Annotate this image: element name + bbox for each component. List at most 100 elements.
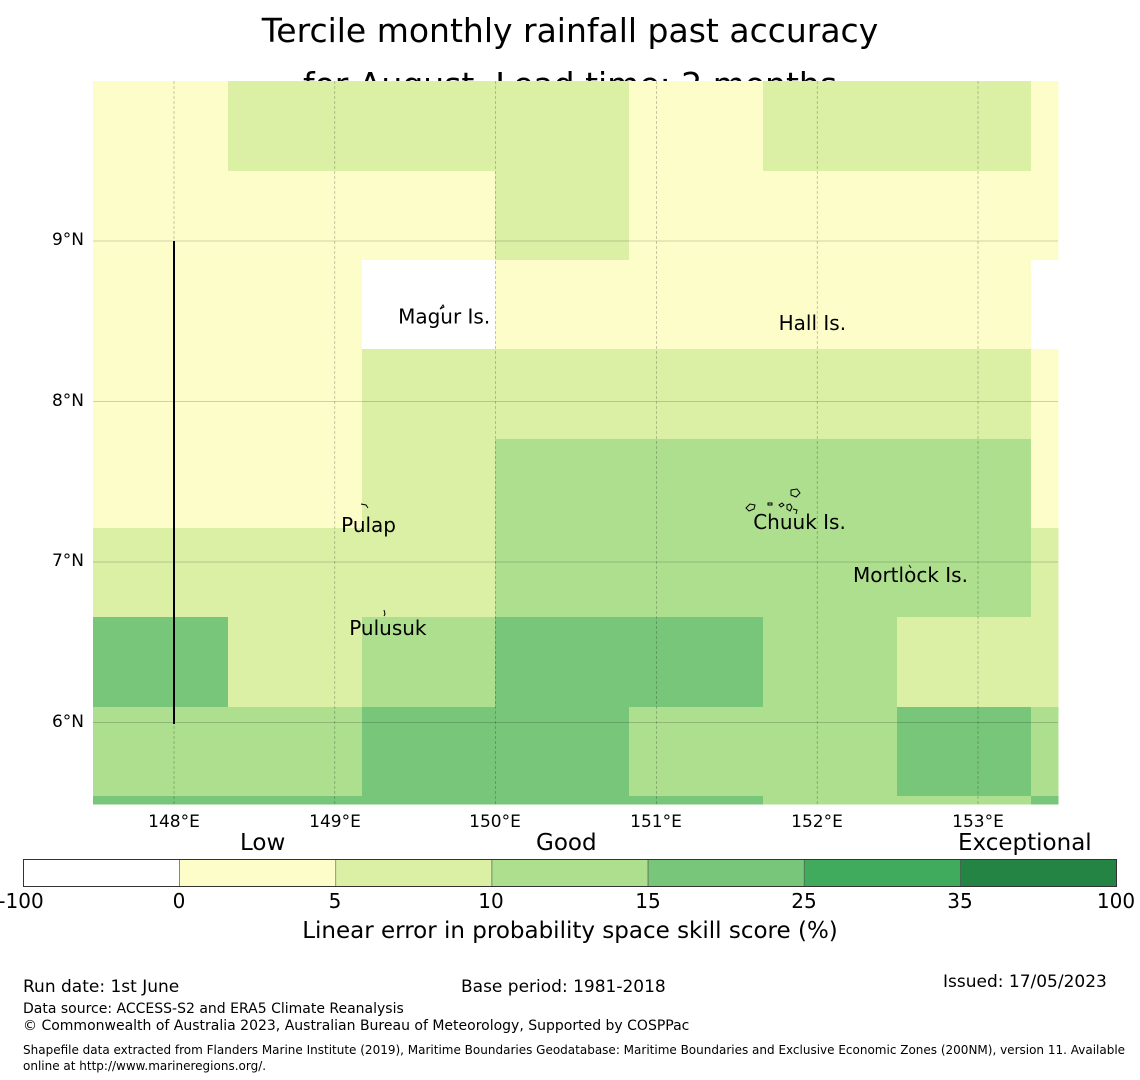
skill-cell: [362, 617, 496, 708]
skill-cell: [93, 171, 229, 261]
place-label: Pulap: [341, 513, 396, 537]
lon-label-151e: 151°E: [630, 812, 682, 832]
colorbar-swatches: [23, 859, 1117, 887]
skill-cell: [93, 707, 229, 797]
island-outline: [778, 502, 785, 508]
graticule: [93, 81, 1058, 804]
colorbar-frame: [23, 859, 1117, 887]
colorbar-tick-25: 25: [791, 889, 817, 913]
colorbar-tick-minus100: -100: [0, 889, 44, 913]
skill-cell: [763, 796, 898, 805]
skill-cell: [495, 707, 630, 797]
run-date: Run date: 1st June: [23, 977, 180, 997]
skill-cell: [629, 439, 764, 529]
skill-cell: [362, 796, 496, 805]
skill-cell: [228, 439, 363, 529]
skill-cell: [629, 260, 764, 350]
skill-cell: [495, 81, 630, 172]
place-label: Hall Is.: [779, 311, 846, 335]
lon-label-149e: 149°E: [309, 812, 361, 832]
skill-cell: [362, 81, 496, 172]
island-outline: [745, 503, 756, 512]
skill-cell: [228, 349, 363, 440]
lat-label-8n: 8°N: [51, 391, 84, 411]
skill-cell: [763, 439, 898, 529]
skill-cell: [93, 439, 229, 529]
lat-label-6n: 6°N: [51, 712, 84, 732]
skill-cell: [1031, 796, 1059, 805]
colorbar: [23, 859, 1117, 887]
skill-cell: [362, 260, 496, 350]
skill-cell: [495, 796, 630, 805]
skill-cell: [362, 707, 496, 797]
skill-cell: [763, 707, 898, 797]
skill-cell: [763, 171, 898, 261]
skill-cell: [897, 439, 1032, 529]
skill-cell: [763, 260, 898, 350]
colorbar-swatch: [335, 859, 493, 887]
island-outline: [383, 609, 386, 617]
skill-cell: [1031, 349, 1059, 440]
island-outline: [439, 304, 445, 310]
skill-cell: [495, 528, 630, 618]
colorbar-swatch: [491, 859, 649, 887]
skill-cell: [362, 439, 496, 529]
place-label: Pulusuk: [349, 616, 427, 640]
colorbar-swatch: [960, 859, 1117, 887]
lon-label-152e: 152°E: [791, 812, 843, 832]
skill-cell: [897, 81, 1032, 172]
place-labels: Magur Is. Hall Is. Pulap Chuuk Is. Mortlock …: [341, 305, 968, 640]
skill-cell: [629, 707, 764, 797]
skill-cell: [1031, 707, 1059, 797]
colorbar-swatch: [647, 859, 805, 887]
skill-cell: [495, 349, 630, 440]
skill-cell: [897, 707, 1032, 797]
skill-cell: [1031, 260, 1059, 350]
skill-cell: [93, 349, 229, 440]
lat-label-7n: 7°N: [51, 551, 84, 571]
lat-label-9n: 9°N: [51, 230, 84, 250]
island-outline: [908, 564, 912, 569]
island-outline: [786, 503, 793, 512]
skill-cell: [629, 171, 764, 261]
colorbar-swatch: [23, 859, 180, 887]
skill-cell: [1031, 439, 1059, 529]
colorbar-tick-10: 10: [478, 889, 504, 913]
colorbar-tick-100: 100: [1096, 889, 1136, 913]
skill-cell: [93, 796, 229, 805]
skill-cell: [629, 349, 764, 440]
copyright-notice: © Commonwealth of Australia 2023, Austra…: [23, 1018, 690, 1034]
skill-cell: [897, 171, 1032, 261]
colorbar-title: Linear error in probability space skill …: [302, 918, 838, 944]
island-outline: [767, 502, 773, 506]
skill-cell: [1031, 171, 1059, 261]
data-source: Data source: ACCESS-S2 and ERA5 Climate …: [23, 1001, 404, 1017]
skill-cell: [629, 796, 764, 805]
place-label: Magur Is.: [398, 305, 490, 329]
lon-label-148e: 148°E: [148, 812, 200, 832]
skill-cell: [1031, 528, 1059, 618]
skill-cell: [629, 528, 764, 618]
island-outline: [790, 488, 801, 498]
skill-cell: [362, 171, 496, 261]
skill-cell: [228, 81, 363, 172]
skill-cell: [495, 439, 630, 529]
island-outline: [360, 503, 369, 509]
skill-cell: [763, 81, 898, 172]
colorbar-swatch: [803, 859, 961, 887]
skill-cells: [93, 81, 1059, 805]
skill-cell: [1031, 81, 1059, 172]
skill-cell: [897, 260, 1032, 350]
place-label: Mortlock Is.: [853, 563, 968, 587]
lon-label-150e: 150°E: [469, 812, 521, 832]
skill-cell: [93, 528, 229, 618]
skill-cell: [1031, 617, 1059, 708]
skill-cell: [897, 796, 1032, 805]
skill-cell: [629, 81, 764, 172]
skill-cell: [93, 260, 229, 350]
skill-cell: [897, 349, 1032, 440]
skill-map: Magur Is. Hall Is. Pulap Chuuk Is. Mortlock …: [93, 81, 1059, 805]
title-line-1: Tercile monthly rainfall past accuracy: [261, 11, 879, 50]
skill-cell: [763, 617, 898, 708]
skill-cell: [228, 707, 363, 797]
